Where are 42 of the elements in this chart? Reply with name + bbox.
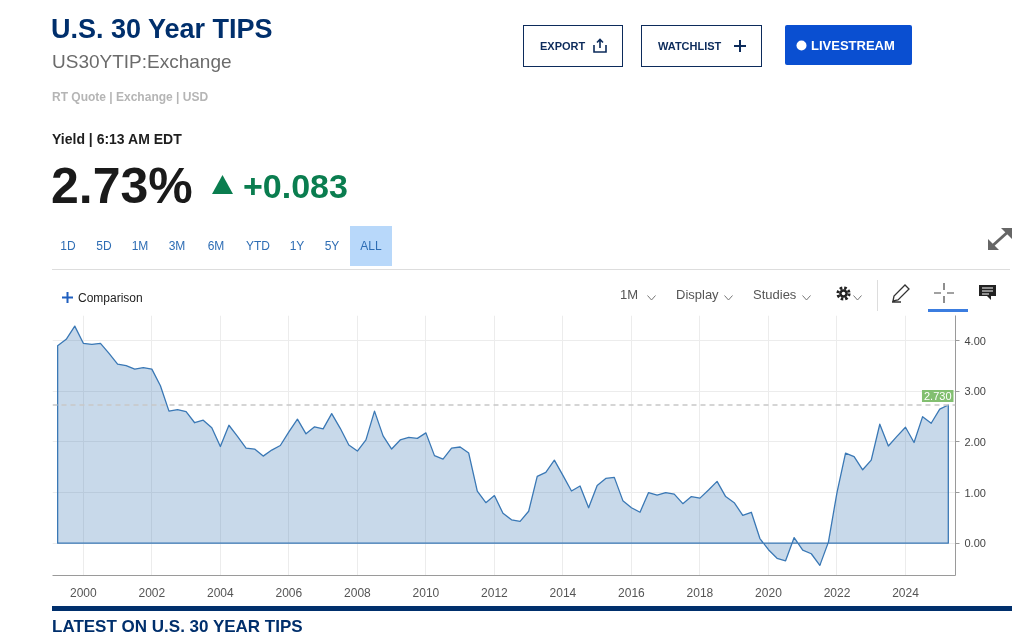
text: WATCHLIST: [658, 40, 722, 52]
text: 5D: [95, 239, 113, 253]
y-tick-label: 0.00: [964, 537, 986, 550]
x-tick-label: 2014: [549, 585, 577, 600]
y-tick-label: 3.00: [964, 385, 986, 398]
x-tick-label: 2020: [755, 585, 783, 600]
text: 1M: [130, 239, 150, 253]
text: 3M: [167, 239, 187, 253]
x-tick-label: 2024: [892, 585, 920, 600]
x-tick-label: 2012: [481, 585, 509, 600]
text: EXPORT: [540, 40, 586, 52]
x-tick-label: 2008: [344, 585, 372, 600]
text: YTD: [245, 239, 271, 253]
y-tick-label: 4.00: [964, 334, 986, 347]
ref-line-label: 2.730: [923, 390, 952, 403]
text: 1D: [59, 239, 77, 253]
text: +0.083: [243, 167, 348, 205]
chart-title: U.S. 30 Year TIPS: [51, 14, 273, 44]
x-tick-label: 2002: [138, 585, 166, 600]
text: 1Y: [288, 239, 306, 253]
x-tick-label: 2006: [275, 585, 303, 600]
y-tick-label: 1.00: [964, 486, 986, 499]
text: LIVESTREAM: [811, 38, 895, 53]
text: 6M: [206, 239, 226, 253]
text: Yield | 6:13 AM EDT: [52, 131, 182, 147]
x-tick-label: 2000: [69, 585, 97, 600]
chart-subtitle: US30YTIP:Exchange: [52, 51, 232, 72]
text: Studies: [753, 287, 797, 302]
text: 1M: [620, 287, 639, 302]
text: RT Quote | Exchange | USD: [52, 90, 209, 104]
x-tick-label: 2010: [412, 585, 440, 600]
text: Display: [676, 287, 719, 302]
text: LATEST ON U.S. 30 YEAR TIPS: [52, 617, 303, 636]
text: ALL: [359, 239, 383, 253]
x-tick-label: 2018: [686, 585, 714, 600]
y-tick-label: 2.00: [964, 435, 986, 448]
x-tick-label: 2016: [618, 585, 646, 600]
text: 2.73%: [51, 158, 193, 214]
x-tick-label: 2022: [823, 585, 851, 600]
text: 5Y: [323, 239, 341, 253]
text: Comparison: [78, 291, 143, 305]
x-tick-label: 2004: [207, 585, 235, 600]
